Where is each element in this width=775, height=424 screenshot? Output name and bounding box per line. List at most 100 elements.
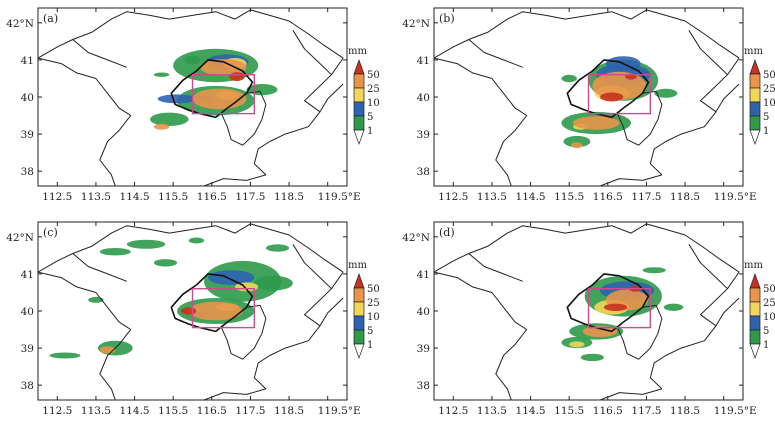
colorbar-segment	[749, 73, 761, 89]
colorbar-segment	[353, 101, 365, 117]
colorbar: mm 50 25 10 5 1	[348, 46, 380, 146]
x-tick-label: 116.5	[197, 191, 227, 203]
colorbar-cap-top	[749, 58, 761, 75]
colorbar-level-label: 1	[763, 340, 769, 351]
colorbar-level-label: 25	[763, 84, 775, 95]
province-boundary	[38, 271, 132, 400]
rain-cell	[229, 72, 245, 82]
colorbar-level-label: 5	[763, 326, 769, 337]
x-tick-label: 112.5	[438, 191, 468, 203]
x-tick-label: 113.5	[477, 191, 507, 203]
colorbar-segment	[749, 101, 761, 117]
x-tick-label: 117.5	[631, 191, 661, 203]
x-tick-label: 116.5	[593, 405, 623, 417]
colorbar-level-label: 1	[367, 126, 373, 137]
map-content-d	[434, 223, 740, 400]
y-tick-label: 39	[21, 343, 34, 355]
map-panel-b: 112.5 113.5 114.5 115.5 116.5 117.5 118.5 119.5…	[402, 7, 775, 203]
colorbar-cap-top	[353, 272, 365, 289]
study-area-box	[191, 288, 255, 329]
panel-label: (d)	[439, 226, 455, 239]
colorbar-cap-top	[749, 272, 761, 289]
rain-cell	[603, 303, 628, 311]
rain-cell	[180, 307, 197, 315]
rain-cell	[99, 248, 131, 256]
rain-cell	[153, 259, 178, 267]
rain-cell	[200, 59, 247, 76]
colorbar-unit: mm	[348, 260, 367, 271]
province-boundary	[599, 174, 663, 186]
x-tick-label: 119.5°E	[714, 405, 757, 417]
province-boundary	[38, 223, 344, 273]
y-tick-label: 41	[417, 55, 430, 67]
rain-cell	[150, 112, 189, 127]
colorbar-segment	[749, 287, 761, 303]
colorbar-level-label: 5	[763, 112, 769, 123]
province-boundary	[649, 57, 740, 176]
rain-cell	[561, 74, 577, 83]
rain-cell	[188, 301, 243, 321]
y-tick-label: 41	[417, 269, 430, 281]
rain-cell	[569, 341, 585, 348]
province-boundary	[434, 57, 528, 186]
x-tick-label: 118.5	[274, 191, 304, 203]
tianjin-boundary	[617, 90, 663, 146]
rain-cell	[265, 244, 290, 252]
y-tick-label: 38	[21, 166, 34, 178]
province-boundary	[715, 83, 740, 113]
rain-cell	[88, 296, 104, 303]
rain-cell	[582, 325, 618, 337]
rain-cell	[571, 142, 583, 149]
x-tick-label: 114.5	[120, 405, 150, 417]
colorbar-level-label: 25	[367, 298, 380, 309]
y-tick-label: 38	[417, 380, 430, 392]
x-tick-label: 113.5	[477, 405, 507, 417]
x-tick-label: 117.5	[235, 405, 265, 417]
y-tick-label: 40	[21, 306, 34, 318]
colorbar-segment	[353, 301, 365, 317]
tianjin-boundary	[221, 304, 267, 360]
map-content-b	[434, 9, 740, 186]
x-tick-label: 115.5	[554, 191, 584, 203]
rain-cell	[188, 237, 205, 244]
province-boundary	[434, 223, 740, 273]
panel-label: (b)	[439, 12, 455, 25]
rain-cell	[580, 353, 605, 362]
y-tick-label: 41	[21, 55, 34, 67]
colorbar-level-label: 50	[763, 70, 775, 81]
province-boundary	[434, 271, 528, 400]
panel-label: (a)	[43, 12, 58, 25]
colorbar-level-label: 10	[367, 312, 380, 323]
x-tick-label: 117.5	[631, 405, 661, 417]
colorbar-level-label: 5	[367, 112, 373, 123]
study-area-box	[191, 73, 255, 115]
province-boundary	[72, 39, 127, 68]
colorbar-segment	[353, 73, 365, 89]
colorbar-level-label: 5	[367, 326, 373, 337]
map-content-c	[38, 223, 344, 400]
y-tick-label: 40	[417, 306, 430, 318]
rain-cell	[49, 352, 81, 359]
colorbar-level-label: 25	[763, 298, 775, 309]
x-tick-label: 116.5	[197, 405, 227, 417]
colorbar-segment	[749, 301, 761, 317]
province-boundary	[72, 253, 127, 282]
colorbar-level-label: 10	[763, 312, 775, 323]
x-tick-label: 118.5	[670, 405, 700, 417]
map-content-a	[38, 9, 344, 186]
province-boundary	[599, 388, 663, 400]
y-tick-label: 40	[417, 92, 430, 104]
colorbar-level-label: 1	[763, 126, 769, 137]
y-tick-label: 39	[417, 343, 430, 355]
province-boundary	[319, 297, 344, 327]
rain-cell	[254, 275, 293, 291]
province-boundary	[38, 9, 344, 59]
x-tick-label: 117.5	[235, 191, 265, 203]
province-boundary	[649, 271, 740, 390]
colorbar-level-label: 25	[367, 84, 380, 95]
colorbar-segment	[749, 115, 761, 131]
colorbar: mm 50 25 10 5 1	[744, 260, 775, 360]
province-boundary	[688, 244, 728, 290]
colorbar-level-label: 50	[367, 284, 380, 295]
rain-cell	[126, 239, 166, 249]
